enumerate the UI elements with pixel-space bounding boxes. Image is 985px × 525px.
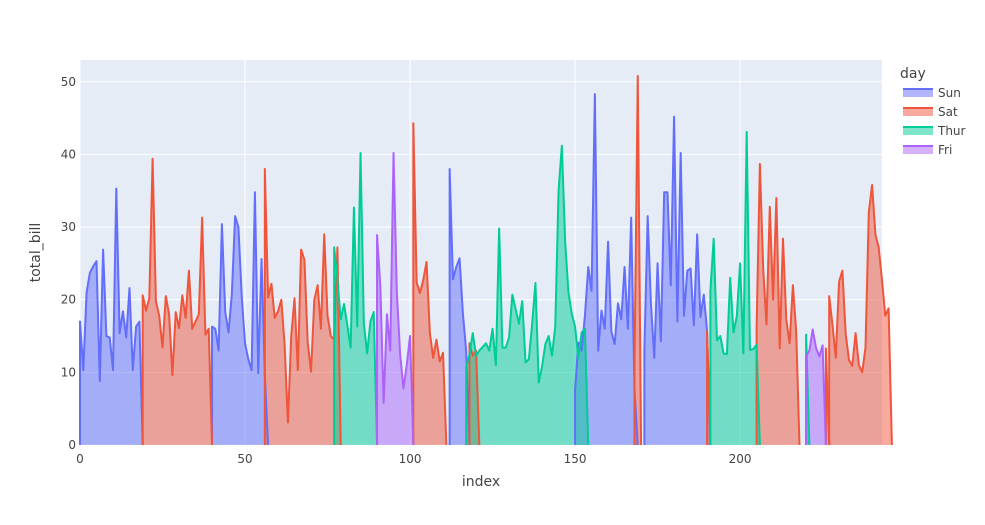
legend-item-sat[interactable]: Sat: [903, 105, 958, 119]
line-sat: [633, 74, 643, 446]
line-sat: [412, 122, 448, 446]
line-sat: [141, 157, 214, 446]
area-sun: [80, 188, 143, 445]
line-sun: [643, 115, 712, 446]
legend-label: Fri: [938, 143, 952, 157]
y-tick-label: 40: [61, 147, 76, 161]
area-sat: [829, 184, 892, 445]
legend-label: Sat: [938, 105, 958, 119]
legend-label: Thur: [937, 124, 966, 138]
area-sun: [575, 94, 638, 445]
x-tick-label: 200: [729, 452, 752, 466]
area-thur: [466, 145, 589, 445]
x-tick-label: 50: [237, 452, 252, 466]
line-sat: [755, 162, 801, 446]
line-thur: [333, 151, 379, 446]
legend-item-thur[interactable]: Thur: [903, 124, 966, 138]
line-sat: [263, 167, 342, 446]
area-sat: [264, 168, 341, 445]
legend-item-sun[interactable]: Sun: [903, 86, 961, 100]
legend-item-fri[interactable]: Fri: [903, 143, 952, 157]
y-axis-title: total_bill: [28, 223, 44, 283]
x-tick-label: 100: [399, 452, 422, 466]
legend-swatch-fill: [903, 146, 933, 154]
line-thur: [465, 144, 590, 446]
area-sun: [644, 116, 711, 446]
area-sun: [449, 168, 470, 445]
line-sun: [448, 167, 471, 446]
legend-swatch-fill: [903, 127, 933, 135]
y-tick-label: 30: [61, 220, 76, 234]
line-fri: [376, 151, 415, 446]
x-tick-label: 150: [564, 452, 587, 466]
line-sun: [211, 191, 270, 446]
legend-swatch-fill: [903, 89, 933, 97]
x-axis-ticks: 0 50 100 150 200: [76, 452, 751, 466]
y-tick-label: 0: [68, 438, 76, 452]
line-sat: [706, 329, 712, 446]
legend-items[interactable]: Sun Sat Thur Fri: [903, 86, 966, 157]
y-tick-label: 10: [61, 365, 76, 379]
y-axis-ticks: 0 10 20 30 40 50: [61, 75, 76, 452]
y-tick-label: 50: [61, 75, 76, 89]
x-axis-title: index: [462, 474, 500, 490]
line-sun: [574, 93, 639, 446]
area-sat: [413, 123, 447, 445]
line-thur: [709, 130, 761, 446]
area-fri: [806, 329, 826, 445]
line-sat: [824, 347, 831, 446]
series-lines: [79, 74, 893, 446]
legend-title: day: [900, 66, 926, 82]
line-sat: [468, 342, 481, 446]
legend-swatch-fill: [903, 108, 933, 116]
y-tick-label: 20: [61, 293, 76, 307]
line-sun: [79, 187, 144, 446]
line-fri: [805, 328, 827, 446]
x-tick-label: 0: [76, 452, 84, 466]
legend-label: Sun: [938, 86, 961, 100]
legend[interactable]: day Sun Sat Thur Fri: [900, 66, 966, 157]
area-sat: [142, 158, 213, 445]
area-fri: [377, 152, 414, 445]
line-sat: [828, 183, 893, 446]
